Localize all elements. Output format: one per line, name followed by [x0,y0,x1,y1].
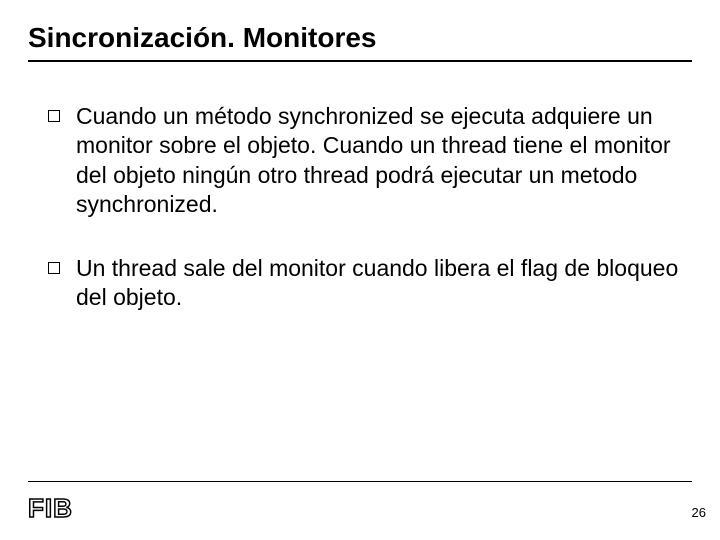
square-bullet-icon [48,110,60,122]
logo: FIB [28,493,73,524]
list-item: Cuando un método synchronized se ejecuta… [48,102,692,220]
slide: Sincronización. Monitores Cuando un méto… [0,0,720,540]
page-number: 26 [692,505,706,520]
list-item: Un thread sale del monitor cuando libera… [48,254,692,313]
bullet-text: Cuando un método synchronized se ejecuta… [76,102,692,220]
bullet-list: Cuando un método synchronized se ejecuta… [28,102,692,313]
slide-title: Sincronización. Monitores [28,22,692,62]
footer-divider [28,481,692,482]
bullet-text: Un thread sale del monitor cuando libera… [76,254,692,313]
square-bullet-icon [48,262,60,274]
